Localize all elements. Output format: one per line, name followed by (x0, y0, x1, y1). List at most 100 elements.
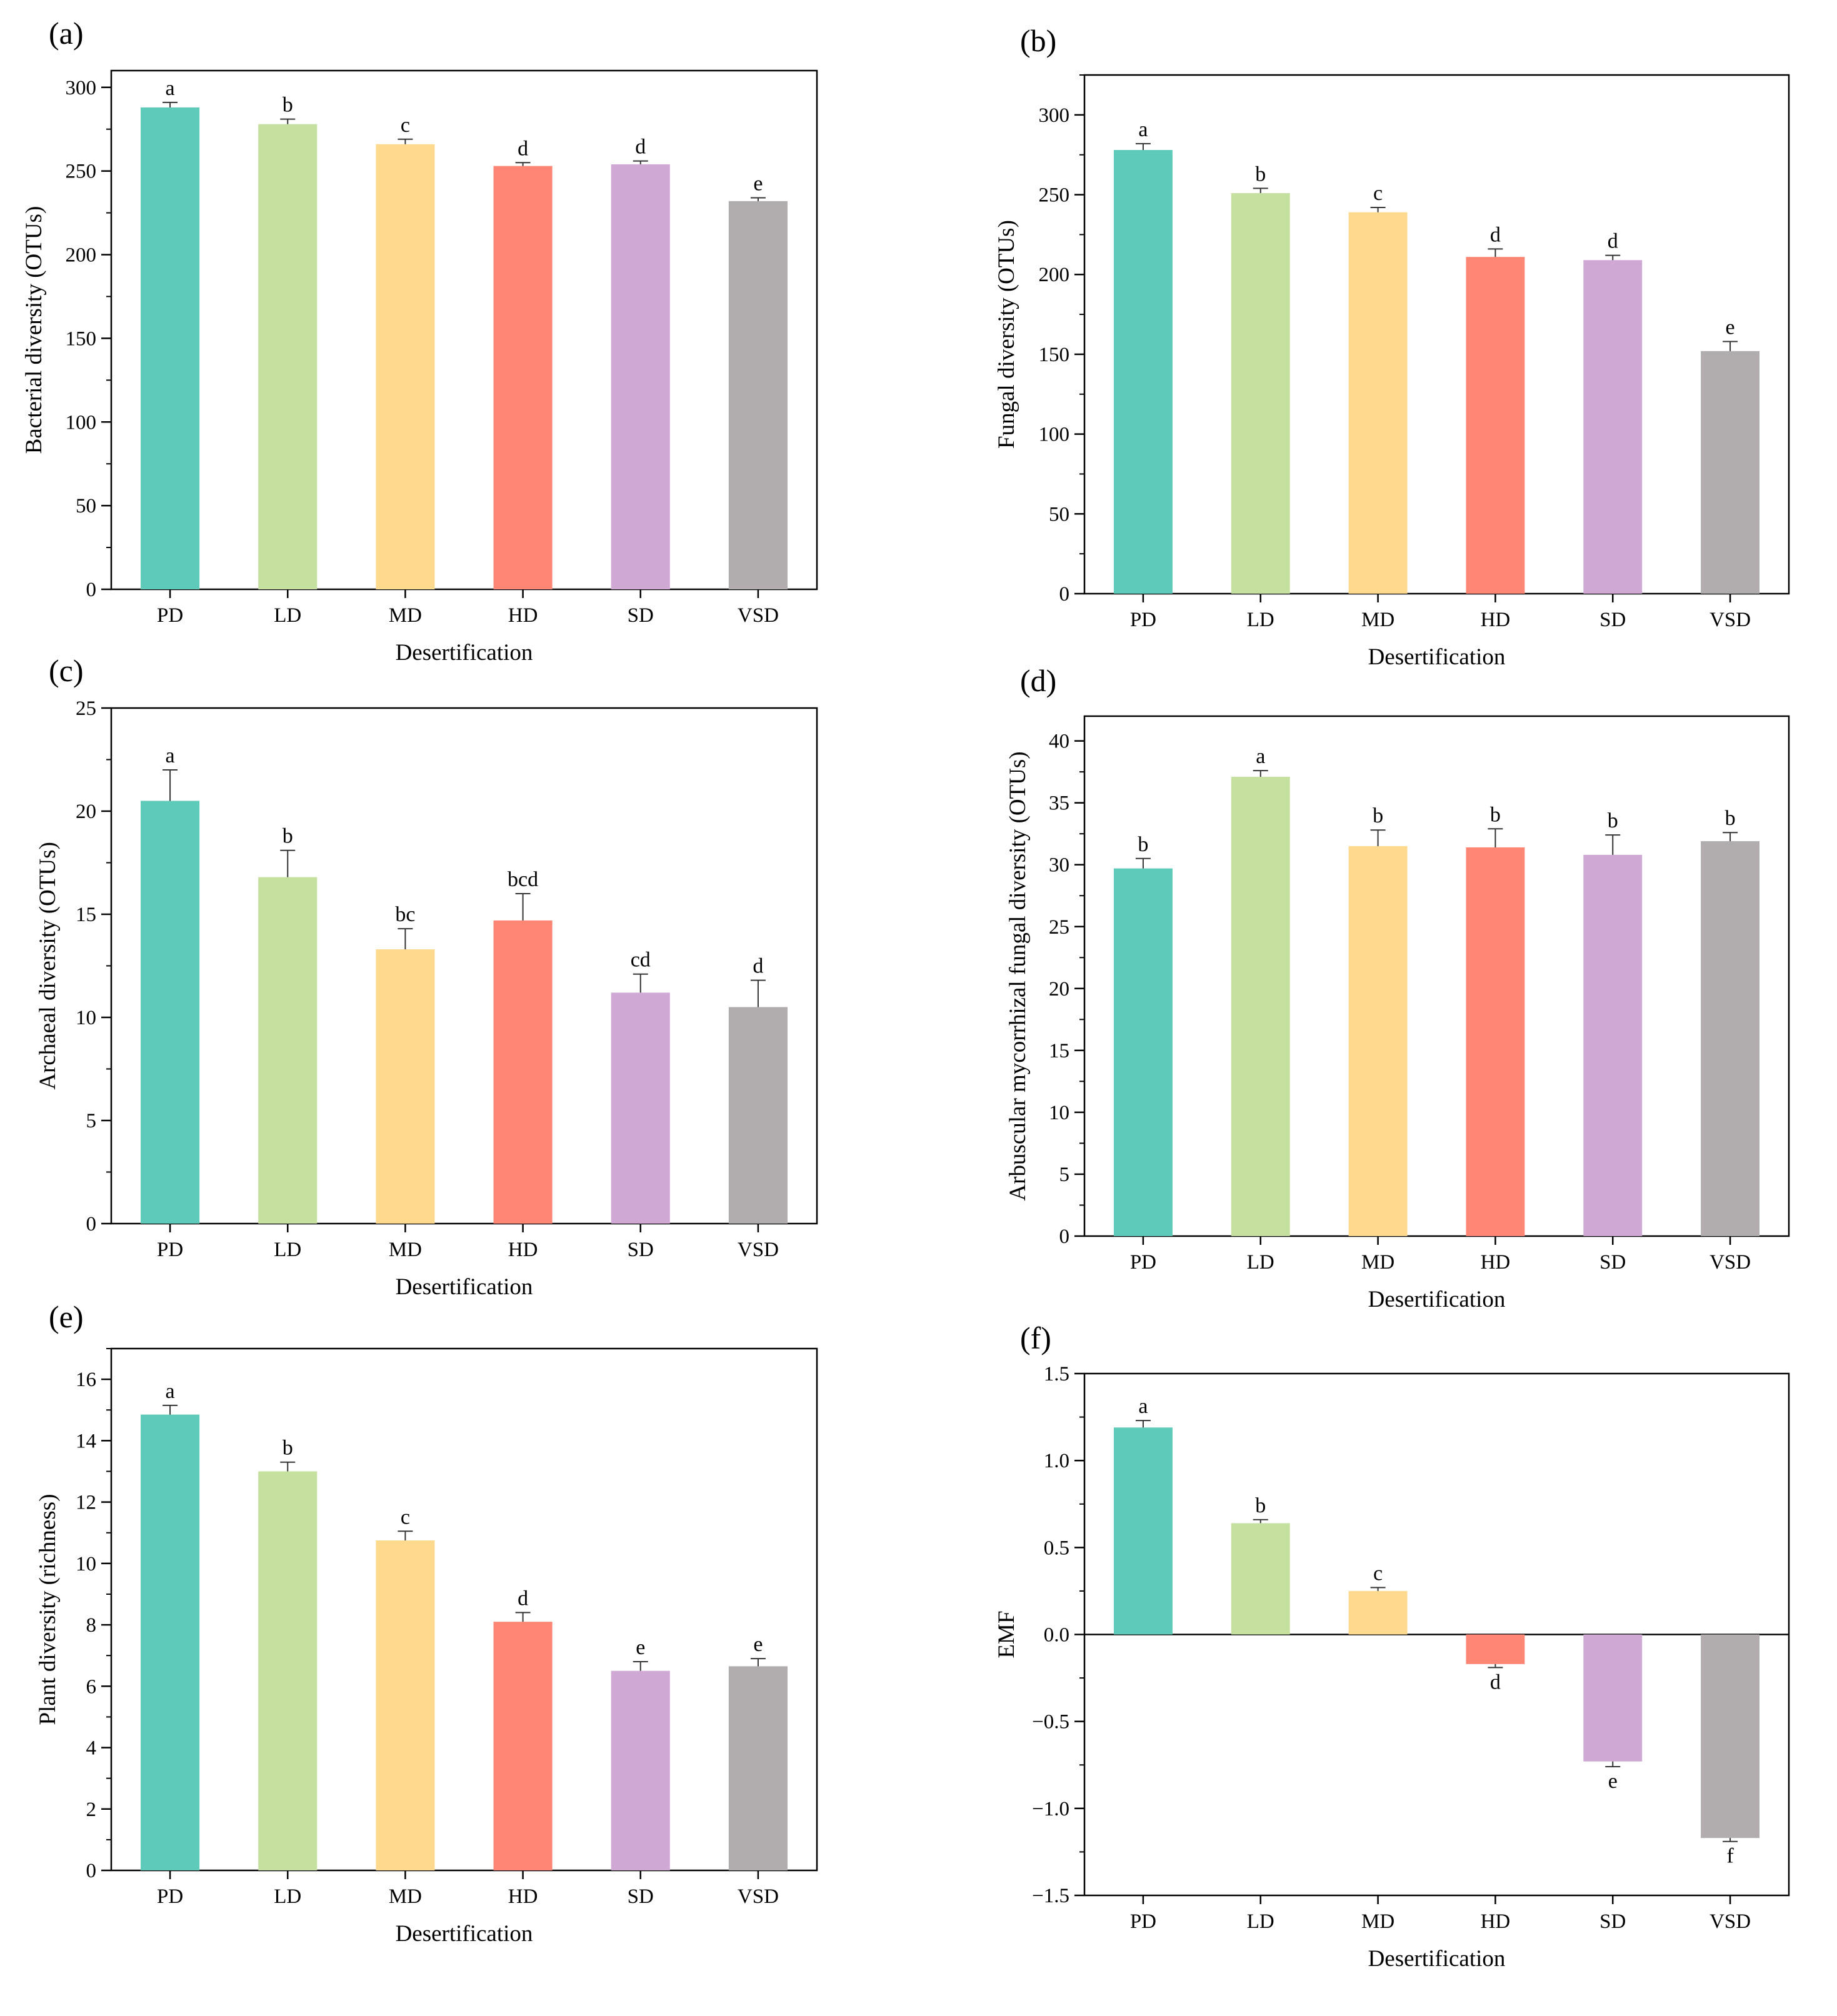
plot-frame (110, 707, 818, 1225)
y-tick-label: 50 (1049, 503, 1069, 526)
y-tick-label: 4 (86, 1737, 97, 1760)
significance-letter: bcd (508, 868, 538, 891)
y-axis-title: Plant diversity (richness) (35, 1494, 61, 1725)
chart-panel-6: (f) −1.5 −1.0 −0.5 0.0 0.5 1.0 1.5 a PD b LD c MD d HD e… (994, 1320, 1790, 1972)
x-axis-title: Desertification (1368, 1287, 1506, 1312)
bar-ld (1231, 777, 1290, 1236)
bar-ld (258, 124, 318, 589)
y-tick-label: 250 (66, 161, 97, 183)
x-category-label: PD (1130, 609, 1156, 631)
bar-pd (141, 107, 200, 590)
plot-frame (1083, 74, 1790, 595)
bar-sd (611, 992, 670, 1224)
chart-panel-3: (c) 0 5 10 15 20 25 a PD b LD bc MD bcd HD cd SD d VSD Dese… (35, 653, 818, 1300)
plot-frame (1083, 715, 1790, 1237)
bar-md (376, 949, 435, 1224)
x-category-label: SD (628, 604, 654, 627)
bar-sd (1583, 260, 1643, 594)
significance-letter: e (636, 1636, 645, 1659)
significance-letter: b (1373, 804, 1383, 827)
significance-letter: cd (631, 949, 651, 972)
y-tick-label: 150 (66, 327, 97, 350)
x-category-label: VSD (1709, 1251, 1751, 1274)
y-tick-label: 6 (86, 1675, 97, 1698)
significance-letter: f (1726, 1845, 1734, 1868)
x-category-label: SD (1599, 609, 1626, 631)
significance-letter: b (283, 1437, 293, 1460)
bar-ld (1231, 192, 1290, 594)
x-axis-title: Desertification (1368, 1946, 1506, 1972)
y-tick-label: 15 (1049, 1040, 1069, 1062)
y-tick-label: 8 (86, 1614, 97, 1637)
x-category-label: MD (1361, 1910, 1394, 1933)
significance-letter: bc (395, 903, 415, 926)
bar-hd (493, 1622, 553, 1870)
y-tick-label: 30 (1049, 854, 1069, 877)
bar-ld (258, 1471, 318, 1870)
x-category-label: LD (1247, 1251, 1274, 1274)
significance-letter: a (1138, 118, 1148, 141)
significance-letter: b (283, 825, 293, 848)
bar-md (376, 144, 435, 589)
significance-letter: b (1608, 809, 1618, 832)
y-tick-label: 2 (86, 1799, 97, 1821)
panel-label: (e) (49, 1299, 84, 1334)
significance-letter: e (753, 1633, 763, 1656)
bar-ld (258, 877, 318, 1224)
bar-hd (1466, 1634, 1525, 1664)
y-tick-label: 150 (1039, 344, 1070, 366)
bar-vsd (1701, 1634, 1760, 1839)
y-tick-label: 10 (76, 1007, 96, 1029)
x-category-label: VSD (738, 604, 779, 627)
significance-letter: d (753, 955, 763, 978)
y-tick-label: 40 (1049, 731, 1069, 753)
bar-pd (1113, 1427, 1173, 1635)
bar-vsd (728, 1007, 788, 1224)
significance-letter: e (753, 172, 763, 195)
x-axis-title: Desertification (396, 1274, 533, 1300)
chart-panel-5: (e) 0 2 4 6 8 10 12 14 16 a PD b LD c MD d HD e SD e VSD Deser… (35, 1299, 818, 1947)
y-tick-label: 16 (76, 1369, 96, 1391)
bar-pd (141, 801, 200, 1224)
bar-sd (611, 1670, 670, 1870)
bar-pd (1113, 868, 1173, 1236)
y-tick-label: 5 (86, 1110, 97, 1132)
y-tick-label: −0.5 (1032, 1711, 1069, 1734)
x-axis-title: Desertification (396, 640, 533, 666)
x-category-label: LD (1247, 609, 1274, 631)
x-category-label: VSD (738, 1885, 779, 1908)
y-tick-label: −1.0 (1032, 1798, 1069, 1820)
y-tick-label: 0 (86, 579, 97, 601)
y-tick-label: 20 (76, 801, 96, 823)
y-tick-label: 0.0 (1044, 1624, 1069, 1647)
y-tick-label: −1.5 (1032, 1885, 1069, 1907)
x-category-label: PD (1130, 1910, 1156, 1933)
significance-letter: e (1726, 316, 1735, 339)
x-category-label: MD (1361, 1251, 1394, 1274)
y-axis-title: Bacterial diversity (OTUs) (21, 206, 47, 454)
significance-letter: a (1138, 1395, 1148, 1418)
bar-sd (611, 164, 670, 589)
y-tick-label: 5 (1059, 1164, 1070, 1186)
significance-letter: d (1490, 223, 1501, 246)
y-tick-label: 100 (66, 411, 97, 434)
significance-letter: b (1255, 162, 1266, 186)
bar-vsd (728, 201, 788, 589)
x-category-label: MD (1361, 609, 1394, 631)
significance-letter: e (1608, 1770, 1618, 1793)
bar-sd (1583, 1634, 1643, 1762)
x-category-label: HD (1481, 609, 1511, 631)
significance-letter: a (166, 77, 175, 100)
y-tick-label: 250 (1039, 184, 1070, 207)
x-category-label: VSD (1709, 609, 1751, 631)
x-category-label: LD (274, 1885, 301, 1908)
bar-vsd (728, 1666, 788, 1870)
bar-pd (141, 1414, 200, 1870)
significance-letter: a (1256, 745, 1265, 768)
panel-label: (f) (1020, 1320, 1051, 1355)
y-tick-label: 35 (1049, 792, 1069, 815)
x-category-label: PD (157, 1885, 183, 1908)
significance-letter: b (1255, 1494, 1266, 1517)
y-tick-label: 25 (76, 697, 96, 720)
